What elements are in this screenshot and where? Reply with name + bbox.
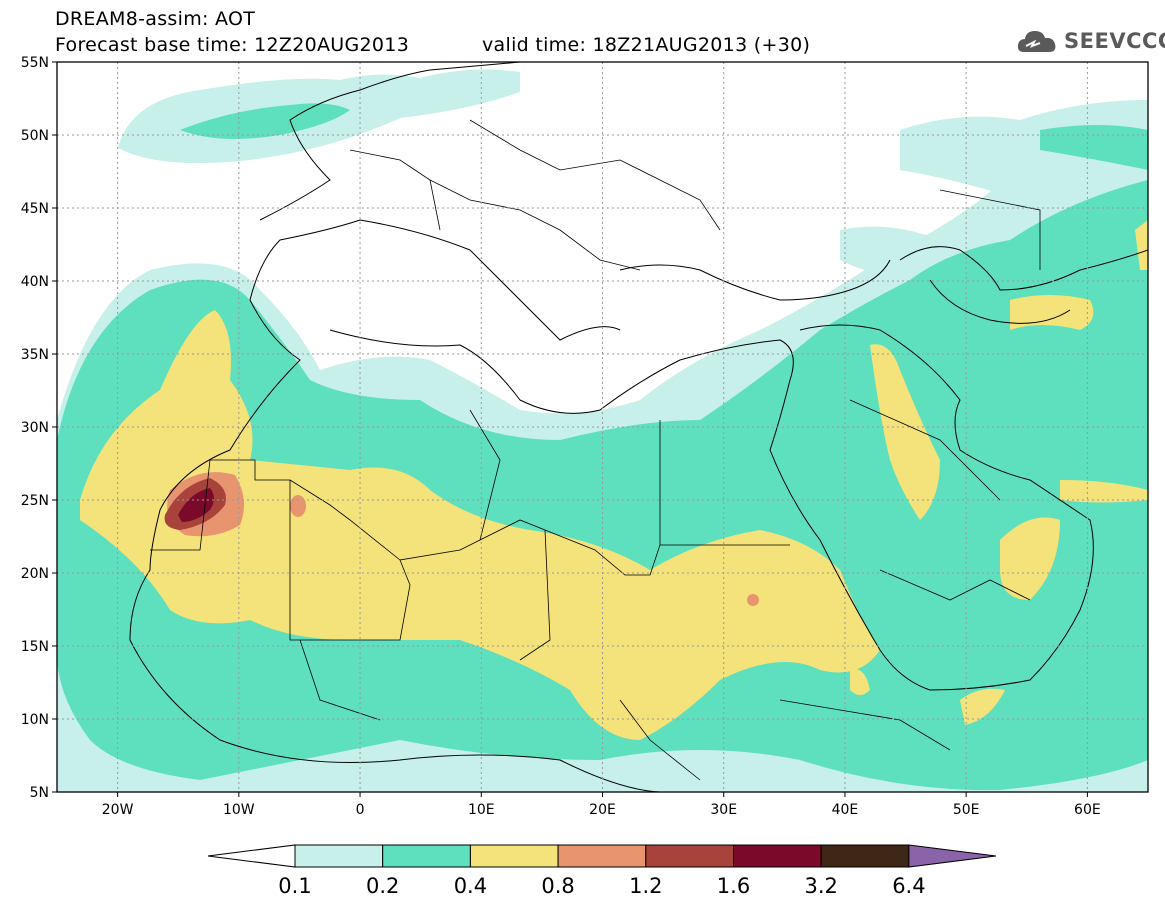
- colorbar-label: 6.4: [892, 874, 925, 898]
- aot-contours: [57, 62, 1148, 792]
- colorbar-label: 1.6: [717, 874, 750, 898]
- lat-label: 35N: [21, 347, 49, 363]
- aot-band-0.4: [80, 220, 1148, 740]
- lat-label: 5N: [30, 785, 49, 801]
- lat-label: 25N: [21, 493, 49, 509]
- map-title: DREAM8-assim: AOT: [55, 8, 256, 30]
- lat-label: 45N: [21, 201, 49, 217]
- colorbar-under-arrow: [207, 844, 296, 868]
- lon-label: 20W: [102, 802, 134, 818]
- seevccc-logo: SEEVCCC: [1016, 26, 1165, 56]
- longitude-labels: 20W 10W 0 10E 20E 30E 40E 50E 60E: [102, 792, 1101, 818]
- colorbar-swatch: [294, 844, 384, 868]
- lat-label: 20N: [21, 566, 49, 582]
- lat-label: 50N: [21, 128, 49, 144]
- colorbar-label: 0.2: [366, 874, 399, 898]
- logo-text: SEEVCCC: [1064, 29, 1165, 53]
- colorbar-swatch: [557, 844, 647, 868]
- colorbar-swatch: [733, 844, 822, 868]
- colorbar-over-arrow: [908, 844, 996, 868]
- lat-label: 15N: [21, 639, 49, 655]
- lon-label: 30E: [710, 802, 737, 818]
- colorbar-label: 1.2: [629, 874, 662, 898]
- cloud-icon: [1017, 31, 1056, 52]
- lon-label: 10E: [468, 802, 495, 818]
- colorbar-label: 0.4: [454, 874, 487, 898]
- forecast-base-time: Forecast base time: 12Z20AUG2013: [55, 34, 410, 56]
- colorbar-swatch: [645, 844, 734, 868]
- colorbar-label: 0.8: [541, 874, 574, 898]
- lon-label: 10W: [223, 802, 255, 818]
- lat-label: 40N: [21, 274, 49, 290]
- valid-time: valid time: 18Z21AUG2013 (+30): [482, 34, 811, 56]
- lon-label: 0: [356, 802, 365, 818]
- lon-label: 20E: [589, 802, 616, 818]
- colorbar-label: 0.1: [278, 874, 311, 898]
- colorbar: 0.1 0.2 0.4 0.8 1.2 1.6 3.2 6.4: [207, 844, 996, 898]
- coastlines: [129, 62, 1148, 792]
- lon-label: 40E: [832, 802, 859, 818]
- lon-label: 60E: [1074, 802, 1101, 818]
- country-borders: [150, 119, 1041, 781]
- colorbar-swatch: [382, 844, 471, 868]
- lat-label: 10N: [21, 712, 49, 728]
- graticule: [57, 62, 1148, 792]
- aot-band-1.6: [178, 488, 214, 522]
- colorbar-swatch: [469, 844, 559, 868]
- latitude-labels: 55N 50N 45N 40N 35N 30N 25N 20N 15N 10N 5N: [21, 55, 57, 801]
- colorbar-swatch: [820, 844, 910, 868]
- colorbar-label: 3.2: [804, 874, 837, 898]
- lon-label: 50E: [953, 802, 980, 818]
- lat-label: 30N: [21, 420, 49, 436]
- lat-label: 55N: [21, 55, 49, 71]
